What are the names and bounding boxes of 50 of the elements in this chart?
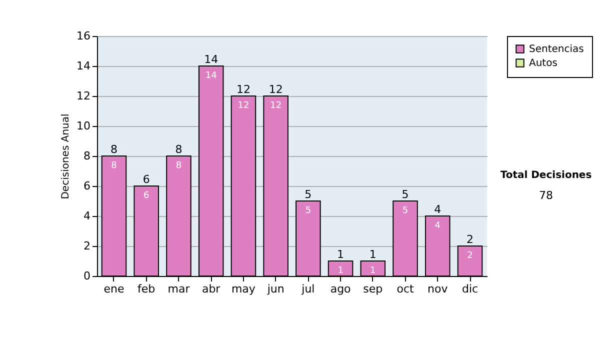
total-label: 14 [204, 53, 218, 66]
total-label: 12 [268, 83, 283, 96]
x-tick-label: jul [300, 282, 315, 296]
total-label: 5 [402, 188, 409, 201]
data-label: 14 [205, 71, 218, 81]
total-label: 8 [175, 143, 182, 156]
data-label: 8 [176, 161, 182, 171]
y-tick-label: 8 [84, 150, 90, 162]
data-label: 12 [270, 101, 282, 111]
total-label: 1 [369, 248, 376, 261]
total-label: 2 [466, 233, 474, 246]
text: Total Decisiones [499, 170, 593, 181]
x-tick-label: feb [138, 282, 156, 296]
total-label: 8 [110, 143, 118, 156]
total-label: 1 [337, 248, 344, 261]
y-tick-label: 12 [76, 90, 90, 102]
x-tick-label: may [231, 282, 256, 296]
data-label: 6 [143, 191, 150, 201]
y-tick-label: 4 [84, 210, 90, 222]
y-tick-label: 2 [84, 240, 90, 252]
y-axis-title: Decisiones Anual [60, 114, 72, 200]
total-label: 6 [142, 173, 150, 186]
x-tick-label: nov [428, 282, 448, 296]
x-tick-label: sep [363, 282, 383, 296]
y-tick-label: 14 [76, 60, 90, 72]
y-tick-label: 6 [84, 180, 90, 192]
data-label: 1 [338, 266, 344, 276]
x-tick-label: ago [330, 282, 352, 296]
total-label: 5 [304, 188, 312, 201]
total-label: 4 [434, 203, 442, 216]
text: 78 [538, 189, 554, 202]
data-label: 1 [370, 266, 376, 276]
y-tick-label: 10 [76, 120, 90, 132]
y-tick-label: 16 [76, 30, 90, 42]
total-label: 12 [236, 83, 250, 96]
data-label: 12 [238, 101, 250, 111]
y-tick-label: 0 [84, 270, 90, 282]
legend-label: Autos [529, 58, 558, 69]
data-label: 2 [467, 251, 473, 261]
data-label: 5 [305, 206, 312, 216]
x-tick-label: ene [104, 282, 124, 296]
x-tick-label: mar [168, 282, 190, 296]
x-tick-label: abr [202, 282, 221, 296]
x-tick-label: jun [266, 282, 284, 296]
data-label: 4 [434, 221, 441, 231]
data-label: 5 [402, 206, 408, 216]
x-tick-label: oct [396, 282, 415, 296]
legend-label: Sentencias [529, 44, 584, 55]
x-tick-label: dic [462, 282, 478, 296]
data-label: 8 [111, 161, 118, 171]
